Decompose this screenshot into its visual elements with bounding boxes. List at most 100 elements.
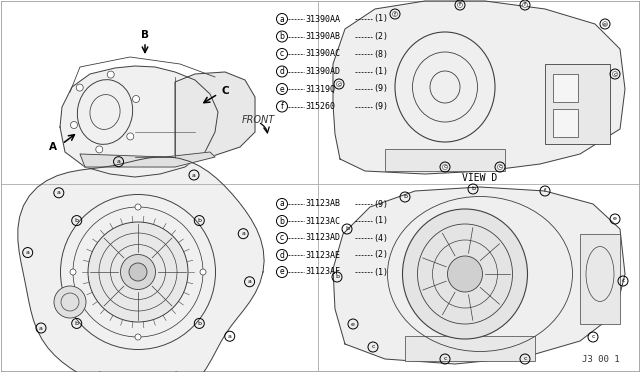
FancyBboxPatch shape: [385, 149, 505, 171]
FancyBboxPatch shape: [553, 74, 578, 102]
Text: f: f: [459, 3, 461, 7]
Circle shape: [135, 334, 141, 340]
Text: c: c: [444, 164, 447, 170]
Text: 31390AB: 31390AB: [305, 32, 340, 41]
Text: A: A: [49, 142, 57, 152]
Text: a: a: [228, 334, 232, 339]
Text: b: b: [280, 217, 284, 225]
Text: 31390AC: 31390AC: [305, 49, 340, 58]
Circle shape: [522, 3, 527, 7]
Circle shape: [135, 204, 141, 210]
Polygon shape: [175, 72, 255, 157]
Circle shape: [392, 12, 397, 16]
Text: (9): (9): [373, 102, 388, 111]
Text: (1): (1): [373, 67, 388, 76]
Text: c: c: [499, 164, 502, 170]
Text: (8): (8): [373, 49, 388, 58]
Text: (4): (4): [373, 234, 388, 243]
Text: c: c: [337, 81, 340, 87]
Polygon shape: [333, 187, 625, 364]
Text: b: b: [335, 275, 339, 279]
Circle shape: [337, 81, 342, 87]
Text: b: b: [197, 321, 202, 326]
Text: f: f: [524, 3, 526, 7]
Circle shape: [442, 164, 447, 170]
Ellipse shape: [120, 254, 156, 289]
Polygon shape: [80, 152, 215, 167]
Text: e: e: [603, 22, 607, 26]
Text: FRONT: FRONT: [242, 115, 275, 125]
Ellipse shape: [403, 209, 527, 339]
Text: b: b: [403, 195, 407, 199]
Circle shape: [96, 146, 103, 153]
Text: a: a: [241, 231, 245, 236]
Text: c: c: [444, 356, 447, 362]
Text: 31123AE: 31123AE: [305, 250, 340, 260]
Text: b: b: [75, 218, 79, 223]
Text: 31390AD: 31390AD: [305, 67, 340, 76]
Text: e: e: [280, 84, 284, 93]
FancyBboxPatch shape: [580, 234, 620, 324]
Text: C: C: [222, 86, 230, 96]
Circle shape: [70, 122, 77, 128]
Circle shape: [108, 71, 114, 78]
Text: e: e: [613, 217, 617, 221]
Polygon shape: [333, 1, 625, 174]
Ellipse shape: [447, 256, 483, 292]
Circle shape: [70, 269, 76, 275]
Text: a: a: [280, 15, 284, 23]
Circle shape: [612, 71, 618, 77]
Text: 31123AB: 31123AB: [305, 199, 340, 208]
Text: c: c: [280, 234, 284, 243]
Text: 31319Q: 31319Q: [305, 84, 335, 93]
FancyBboxPatch shape: [553, 109, 578, 137]
Text: f: f: [280, 102, 284, 111]
Text: c: c: [621, 279, 625, 283]
Text: b: b: [75, 321, 79, 326]
Text: c: c: [524, 356, 527, 362]
Text: b: b: [197, 218, 202, 223]
Text: J3 00 1: J3 00 1: [582, 355, 620, 364]
Text: e: e: [280, 267, 284, 276]
Circle shape: [458, 3, 463, 7]
Text: b: b: [280, 32, 284, 41]
Circle shape: [200, 269, 206, 275]
Circle shape: [127, 133, 134, 140]
Text: a: a: [192, 173, 196, 177]
Ellipse shape: [88, 222, 188, 322]
Text: (1): (1): [373, 217, 388, 225]
FancyBboxPatch shape: [545, 64, 610, 144]
Text: d: d: [280, 250, 284, 260]
Text: c: c: [371, 344, 375, 350]
Ellipse shape: [54, 286, 86, 318]
FancyBboxPatch shape: [405, 336, 535, 361]
Text: a: a: [57, 190, 61, 195]
Text: a: a: [280, 199, 284, 208]
Circle shape: [497, 164, 502, 170]
Text: (1): (1): [373, 267, 388, 276]
Polygon shape: [60, 66, 218, 177]
Text: d: d: [280, 67, 284, 76]
Text: f: f: [544, 189, 546, 193]
Text: (9): (9): [373, 84, 388, 93]
Text: 31123AF: 31123AF: [305, 267, 340, 276]
Polygon shape: [18, 157, 264, 372]
Text: a: a: [248, 279, 252, 284]
Text: B: B: [141, 30, 149, 40]
Circle shape: [602, 22, 607, 26]
Circle shape: [132, 96, 140, 103]
Text: b: b: [345, 227, 349, 231]
Ellipse shape: [129, 263, 147, 281]
Text: c: c: [280, 49, 284, 58]
Circle shape: [76, 84, 83, 91]
Text: a: a: [26, 250, 29, 255]
Text: f: f: [394, 12, 396, 16]
Text: 31123AD: 31123AD: [305, 234, 340, 243]
Text: e: e: [351, 321, 355, 327]
Text: 31123AC: 31123AC: [305, 217, 340, 225]
Text: a: a: [116, 159, 120, 164]
Text: (1): (1): [373, 15, 388, 23]
Text: c: c: [591, 334, 595, 340]
Text: VIEW D: VIEW D: [462, 173, 498, 183]
Text: (2): (2): [373, 250, 388, 260]
